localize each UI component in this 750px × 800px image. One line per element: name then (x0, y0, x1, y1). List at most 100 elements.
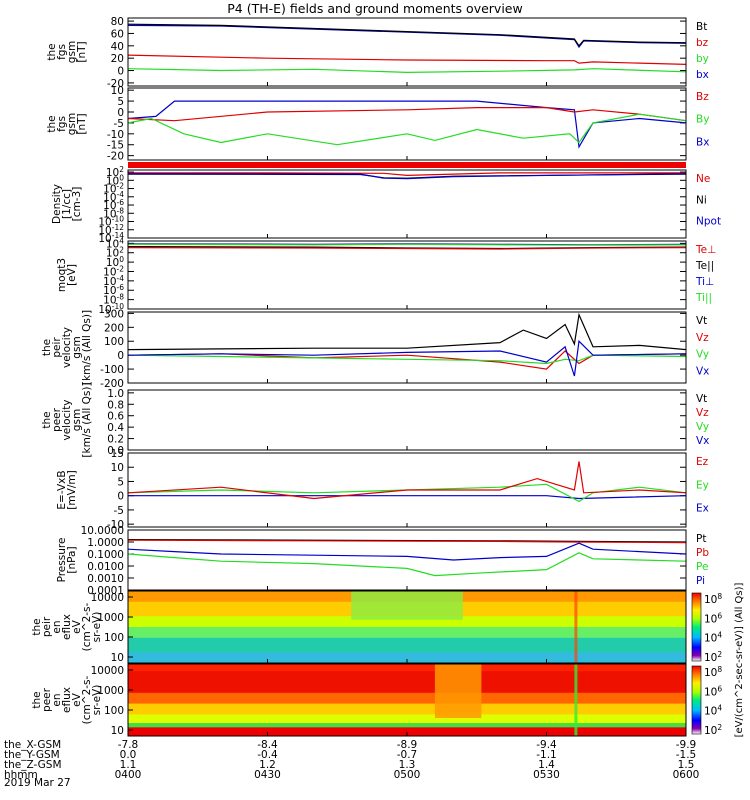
spectrogram-band (128, 727, 686, 737)
legend-entry: Ey (696, 479, 709, 491)
y-axis-label: (cm^2-s- (81, 602, 93, 651)
tick-label: 10-14 (98, 231, 124, 245)
tick-label: 60 (111, 28, 124, 40)
series-line-Vx (127, 339, 687, 377)
tick-label: 10-4 (103, 274, 124, 288)
legend-entry: Pb (696, 547, 709, 559)
tick-label: 0.0100 (87, 561, 124, 573)
series-line-Vz (127, 350, 687, 370)
tick-label: 108 (704, 592, 722, 606)
y-axis-label: peir (51, 337, 63, 358)
panel-6: 15 10 5 0 -5 -10 Ez Ey Ex E=-VxB[mV/m] (56, 448, 709, 531)
x-tick-label: 0500 (394, 769, 421, 781)
tick-label: 0.0001 (87, 585, 124, 597)
x-tick-label: 1.1 (120, 759, 137, 771)
panel-frame (127, 87, 687, 161)
tick-label: 108 (704, 665, 722, 679)
tick-label: 0.4 (107, 422, 124, 434)
y-axis-label: peir (41, 616, 53, 637)
legend-entry: Ti|| (695, 292, 712, 304)
tick-label: 0.2 (107, 434, 124, 446)
tick-label: -20 (107, 78, 124, 90)
spectrogram-band (128, 723, 686, 728)
tick-label: 106 (704, 684, 722, 698)
tick-label: 102 (106, 246, 124, 260)
series-line-bz (127, 54, 687, 65)
tick-label: 104 (704, 631, 722, 645)
legend-entry: Bt (696, 21, 707, 33)
tick-label: 0.0010 (87, 573, 124, 585)
legend-entry: By (696, 114, 709, 126)
x-tick-label: 1.3 (399, 759, 416, 771)
series-line-Bz (127, 107, 687, 122)
spectrogram-feature (574, 664, 578, 736)
tick-label: 300 (104, 308, 124, 320)
series-line-Ex (128, 495, 687, 500)
panel-frame (127, 311, 687, 384)
panel-frame (127, 169, 687, 239)
tick-label: 5 (117, 476, 124, 488)
tick-label: 0 (117, 66, 124, 78)
date-label: 2019 Mar 27 (4, 777, 71, 789)
y-axis-label: eV (71, 692, 83, 706)
y-axis-label: [nPa] (66, 546, 78, 573)
x-tick-label: 1.4 (538, 759, 555, 771)
tick-label: 0 (117, 350, 124, 362)
legend-entry: Ti⊥ (695, 276, 714, 288)
y-axis-label: en (51, 620, 63, 633)
legend-entry: Vz (696, 407, 709, 419)
legend-entry: Te⊥ (695, 244, 716, 256)
series-line-Pb (127, 539, 687, 544)
panel-9: 10000 1000 100 10 108 106 104 102 thepeereneflux… (31, 663, 722, 737)
spectrogram-band (128, 714, 686, 724)
y-axis-label: the (41, 339, 53, 356)
x-tick-label: -8.9 (397, 739, 418, 751)
y-axis-label: the (41, 411, 53, 428)
y-axis-label: gsm (66, 113, 78, 135)
series-line-Ne (128, 172, 686, 177)
tick-label: 10 (111, 462, 124, 474)
tick-label: 0.8 (107, 399, 124, 411)
tick-label: 10-10 (98, 215, 124, 229)
tick-label: -5 (114, 118, 124, 130)
tick-label: 100 (104, 632, 124, 644)
panel-frame (127, 17, 687, 87)
y-axis-label: [cm-3] (71, 187, 83, 222)
x-tick-label: -0.4 (257, 749, 278, 761)
legend-entry: Pt (696, 533, 706, 545)
colorbar-label: [eV/(cm^2-sec-sr-eV)] (All Qs)] (734, 582, 745, 737)
spectrogram-feature (351, 591, 463, 620)
spectrogram-band (128, 637, 686, 653)
x-tick-label: -1.1 (536, 749, 557, 761)
y-axis-label: gsm (71, 409, 83, 431)
tick-label: 10-10 (98, 302, 124, 316)
tick-label: 1000 (97, 612, 124, 624)
tick-label: 100 (106, 255, 124, 269)
legend-entry: by (696, 53, 709, 65)
legend-entry: Ne (696, 173, 710, 185)
tick-label: 10-8 (103, 206, 124, 220)
series-line-Bt (127, 23, 687, 47)
tick-label: 10-4 (103, 190, 124, 204)
spectrogram-band (128, 664, 686, 672)
y-axis-label: moqt3 (56, 258, 68, 292)
legend-entry: Ez (696, 456, 709, 468)
tick-label: -20 (107, 151, 124, 163)
x-tick-label: -1.5 (676, 749, 697, 761)
series-line-Ez (127, 461, 687, 500)
y-axis-label: eflux (61, 614, 73, 640)
tick-label: 102 (106, 165, 124, 179)
tick-label: 106 (704, 611, 722, 625)
y-axis-label: E=-VxB (56, 470, 68, 509)
x-tick-label: 0400 (115, 769, 142, 781)
series-line-Ey (127, 483, 687, 503)
spectrogram-band (128, 652, 686, 664)
tick-label: 100 (104, 705, 124, 717)
x-tick-label: 1.2 (259, 759, 276, 771)
y-axis-label: eflux (61, 687, 73, 713)
x-axis-row-label: the_X-GSM (4, 739, 61, 751)
